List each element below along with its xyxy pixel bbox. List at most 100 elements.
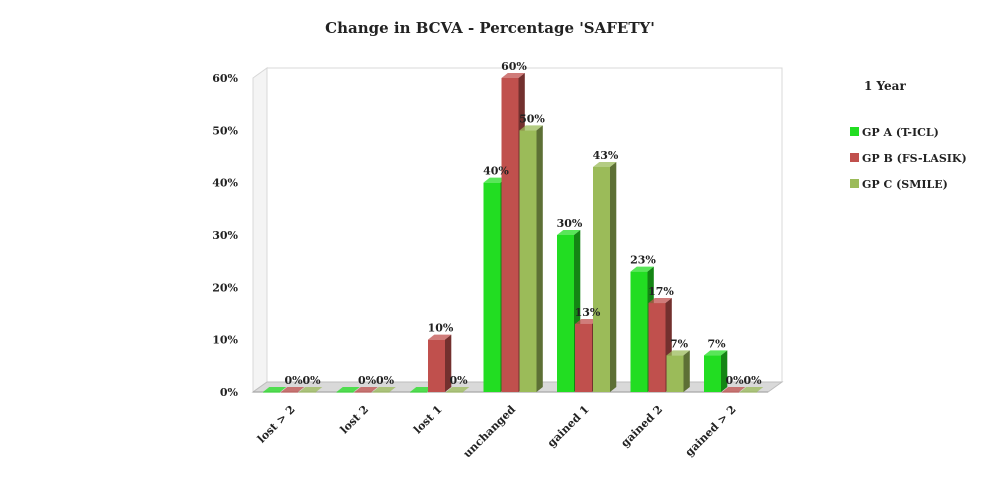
- bar-top: [501, 73, 525, 78]
- legend-label: GP A (T-ICL): [862, 126, 939, 139]
- chart-title: Change in BCVA - Percentage 'SAFETY': [325, 19, 655, 37]
- bar: [299, 387, 323, 393]
- bar-top: [483, 177, 507, 183]
- data-label: 30%: [557, 217, 583, 230]
- data-label: 10%: [428, 322, 454, 335]
- x-tick-label: lost 1: [411, 403, 444, 436]
- bar-top: [666, 350, 690, 356]
- y-axis: 0% 10% 20% 30% 40% 50% 60%: [212, 72, 238, 399]
- bar-front: [575, 323, 592, 392]
- data-label: 0%: [743, 374, 762, 387]
- bar: [519, 125, 543, 393]
- x-axis: lost > 2 lost 2 lost 1 unchanged gained 1 gai…: [255, 403, 739, 461]
- data-label: 13%: [575, 306, 601, 319]
- bar-front: [410, 392, 427, 393]
- bar: [410, 387, 434, 393]
- bar-top: [336, 387, 360, 392]
- bar-front: [354, 392, 372, 393]
- legend-label: GP C (SMILE): [862, 178, 948, 191]
- bar-front: [501, 78, 519, 392]
- bar-front: [704, 355, 721, 392]
- bar: [666, 350, 690, 392]
- bar-top: [299, 387, 323, 392]
- data-labels: 0% 0% 0% 0%10%0%40%60%50%30%13%43%23%17%7% 7…: [284, 60, 762, 387]
- data-label: 60%: [501, 60, 527, 73]
- legend-title: 1 Year: [864, 79, 906, 93]
- y-tick-label: 50%: [212, 124, 238, 137]
- bar-front: [428, 339, 445, 392]
- bar: [740, 387, 764, 393]
- bar-top: [630, 266, 654, 272]
- data-label: 7%: [707, 337, 726, 350]
- data-label: 0%: [376, 374, 395, 387]
- bar: [372, 387, 396, 393]
- x-tick-label: gained 2: [618, 403, 665, 450]
- bar: [281, 387, 305, 393]
- data-label: 0%: [302, 374, 321, 387]
- y-tick-label: 10%: [212, 334, 238, 347]
- legend-swatch: [850, 179, 859, 188]
- x-tick-label: lost 2: [338, 403, 371, 436]
- bar-top: [281, 387, 305, 392]
- bar-front: [630, 271, 648, 392]
- bar: [704, 350, 728, 392]
- bar-side: [610, 161, 617, 392]
- bar-front: [666, 355, 684, 392]
- bar-front: [722, 392, 739, 393]
- data-label: 43%: [593, 149, 619, 162]
- bar-side: [683, 350, 690, 392]
- bar-front: [336, 392, 354, 393]
- plot-side-wall: [252, 67, 268, 393]
- bar-front: [281, 392, 298, 393]
- legend-swatch: [850, 127, 859, 136]
- bar: [336, 387, 360, 393]
- data-label: 40%: [483, 165, 509, 178]
- data-label: 17%: [648, 285, 674, 298]
- x-tick-label: gained 1: [545, 403, 592, 450]
- bar-top: [372, 387, 396, 392]
- x-tick-label: unchanged: [461, 403, 519, 461]
- bar-front: [263, 392, 280, 393]
- bar-side: [721, 350, 728, 392]
- bar-top: [557, 230, 581, 235]
- bar: [593, 161, 617, 392]
- x-tick-label: gained > 2: [683, 403, 739, 459]
- bar-front: [648, 303, 666, 392]
- bar-top: [519, 125, 543, 131]
- data-label: 23%: [630, 254, 656, 267]
- bar-side: [445, 334, 452, 392]
- data-label: 0%: [725, 374, 744, 387]
- bar-front: [299, 392, 316, 393]
- data-label: 0%: [358, 374, 377, 387]
- y-tick-label: 60%: [212, 72, 238, 85]
- bar-top: [575, 318, 599, 324]
- legend: 1 Year GP A (T-ICL) GP B (FS-LASIK) GP C (…: [850, 79, 967, 191]
- bar: [722, 387, 746, 393]
- bar-top: [410, 387, 434, 392]
- legend-swatch: [850, 153, 859, 162]
- bar-top: [593, 161, 617, 167]
- bar-front: [446, 392, 463, 393]
- bar-front: [557, 235, 574, 392]
- y-tick-label: 40%: [212, 177, 238, 190]
- legend-label: GP B (FS-LASIK): [862, 152, 967, 165]
- bar-top: [263, 387, 287, 392]
- bar-front: [740, 392, 757, 393]
- data-label: 0%: [284, 374, 303, 387]
- bar-front: [483, 182, 501, 392]
- y-tick-label: 20%: [212, 281, 238, 294]
- data-label: 7%: [670, 337, 689, 350]
- bar-top: [740, 387, 764, 392]
- bar: [263, 387, 287, 393]
- data-label: 50%: [519, 112, 545, 125]
- x-tick-label: lost > 2: [255, 403, 298, 446]
- bar: [354, 387, 378, 393]
- bar: [446, 387, 470, 393]
- bar-front: [519, 130, 537, 393]
- bar-front: [372, 392, 390, 393]
- bar-top: [648, 298, 672, 304]
- bar-side: [536, 125, 543, 392]
- bar: [428, 334, 452, 392]
- bar-top: [354, 387, 378, 392]
